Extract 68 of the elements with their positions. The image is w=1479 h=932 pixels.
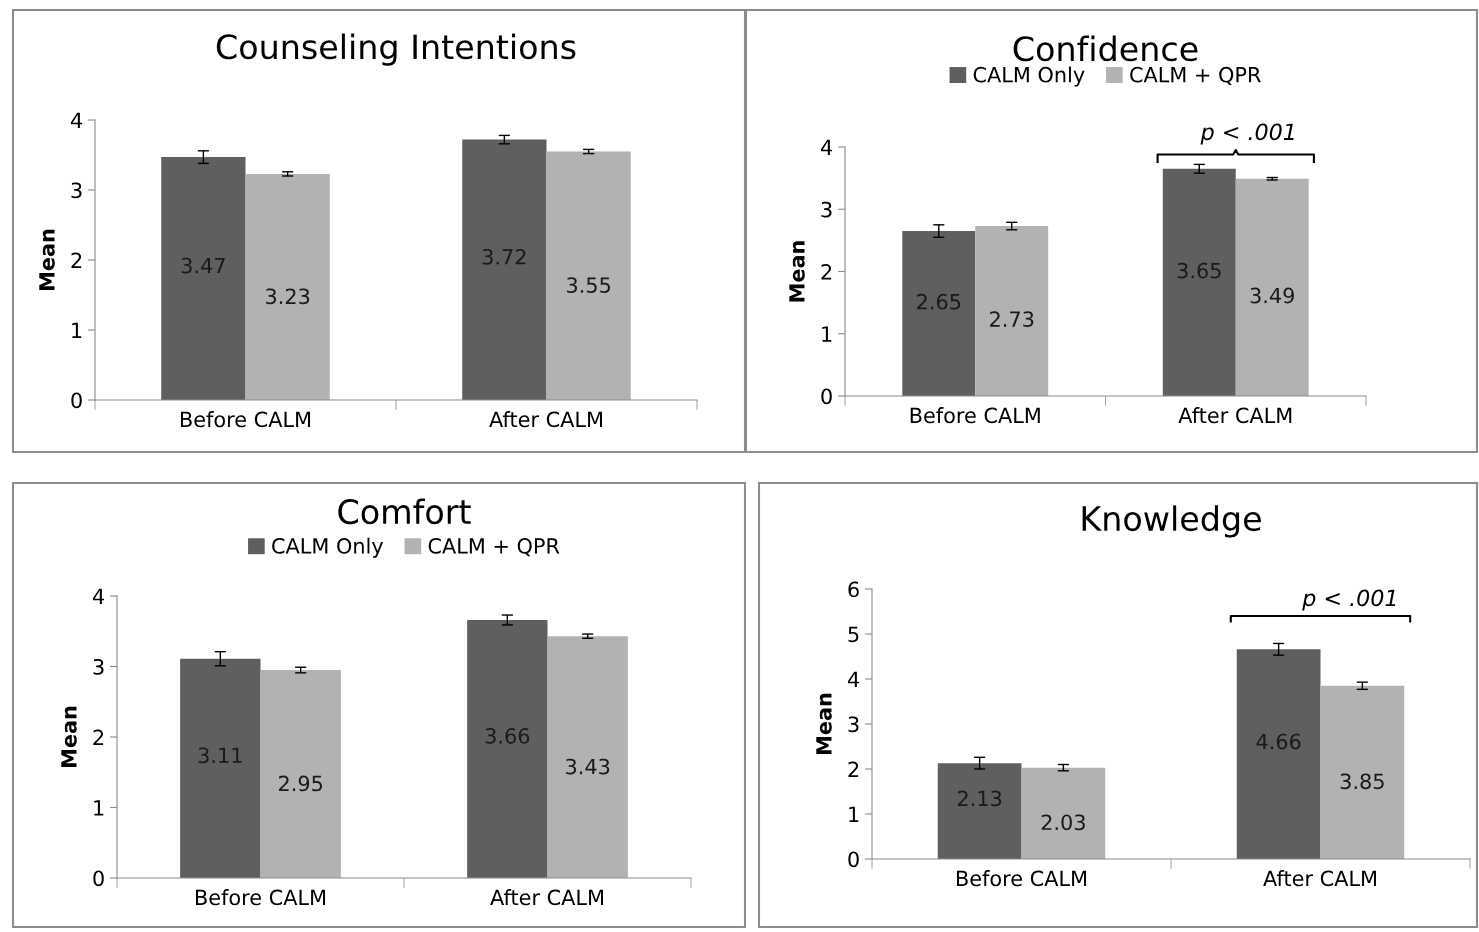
data-label: 3.23 [266,288,310,305]
y-tick-label: 6 [848,581,859,598]
data-label: 2.13 [957,790,1002,807]
text: p < .001 [1200,123,1294,145]
y-tick-label: 2 [93,729,104,745]
y-axis-title: Mean [816,693,832,754]
data-label: 3.65 [1177,262,1221,279]
y-tick-label: 4 [92,588,105,604]
bar [546,151,631,400]
x-tick-label: Before CALM [180,411,311,428]
legend-label: CALM + QPR [428,538,560,557]
y-tick-label: 1 [822,326,832,342]
legend-label: CALM Only [272,537,384,558]
y-tick-label: 1 [72,322,82,338]
y-tick-label: 3 [71,182,82,199]
y-tick-label: 4 [820,139,833,155]
data-label: 2.03 [1041,814,1085,831]
data-label: 3.66 [485,727,530,744]
bar [462,139,547,400]
data-label: 3.55 [567,277,611,293]
y-tick-label: 2 [821,263,832,280]
bar [937,763,1022,859]
data-label: 3.47 [181,257,225,274]
data-label: 3.72 [482,248,526,265]
data-label: 4.66 [1256,733,1301,750]
y-tick-label: 1 [94,800,104,816]
y-tick-label: 3 [93,658,104,675]
bar [1021,767,1106,859]
bar [1236,649,1321,859]
bar [161,157,246,400]
y-tick-label: 0 [71,392,82,409]
chart-title: Counseling Intentions [216,33,576,66]
chart-title: Confidence [1013,35,1198,62]
legend-label: CALM + QPR [1130,66,1261,85]
y-tick-label: 3 [821,201,832,218]
bar [1320,685,1405,859]
annotation: p < .001 [1302,589,1396,611]
y-tick-label: 0 [848,851,859,868]
data-label: 2.95 [279,775,323,792]
y-tick-label: 4 [847,671,860,687]
x-tick-label: Before CALM [195,889,326,906]
y-tick-label: 4 [70,112,83,128]
y-tick-label: 5 [848,626,859,643]
x-tick-label: After CALM [489,411,602,428]
y-tick-label: 0 [821,388,832,405]
x-tick-label: After CALM [1263,870,1376,887]
y-tick-label: 3 [848,716,859,733]
y-tick-label: 0 [93,870,104,887]
y-tick-label: 2 [848,761,859,777]
data-label: 2.73 [990,311,1034,328]
y-axis-title: Mean [39,229,55,290]
x-tick-label: Before CALM [956,870,1087,887]
chart-title: Knowledge [1082,505,1261,538]
data-label: 3.85 [1340,773,1384,790]
y-tick-label: 2 [71,252,82,268]
y-tick-label: 1 [849,806,859,822]
y-axis-title: Mean [789,241,805,302]
x-tick-label: After CALM [490,889,603,906]
legend-label: CALM Only [973,66,1085,87]
y-axis-title: Mean [61,706,77,767]
data-label: 3.49 [1250,287,1294,304]
data-label: 3.43 [566,758,610,775]
x-tick-label: After CALM [1178,407,1292,424]
bar [245,173,330,400]
data-label: 3.11 [198,747,242,764]
chart-title: Comfort [338,498,471,525]
data-label: 2.65 [917,293,961,310]
x-tick-label: Before CALM [910,407,1040,424]
